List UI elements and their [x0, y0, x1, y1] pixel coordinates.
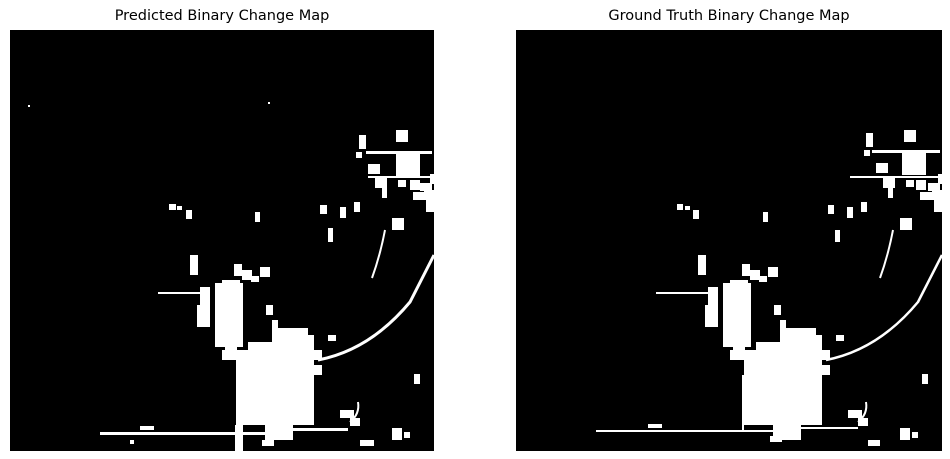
ground-truth-title: Ground Truth Binary Change Map	[608, 8, 850, 24]
predicted-title: Predicted Binary Change Map	[114, 8, 330, 24]
predicted-change-map	[10, 30, 434, 451]
ground-truth-change-map	[516, 30, 942, 451]
